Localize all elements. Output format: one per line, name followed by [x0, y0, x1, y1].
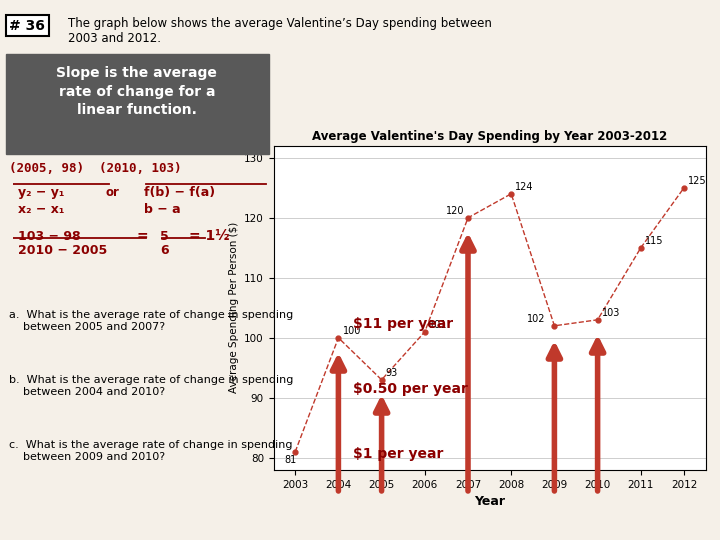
Text: 81: 81 — [284, 455, 297, 465]
Text: $11 per year: $11 per year — [353, 317, 453, 331]
Text: $1 per year: $1 per year — [353, 447, 444, 461]
Text: =: = — [137, 230, 148, 244]
Text: 93: 93 — [386, 368, 398, 377]
Text: 103: 103 — [602, 308, 620, 318]
Text: 6: 6 — [160, 244, 168, 257]
Text: 101: 101 — [429, 320, 447, 329]
Text: 120: 120 — [446, 206, 464, 215]
Text: a.  What is the average rate of change in spending
    between 2005 and 2007?: a. What is the average rate of change in… — [9, 310, 294, 332]
Text: The graph below shows the average Valentine’s Day spending between
2003 and 2012: The graph below shows the average Valent… — [68, 17, 492, 45]
Text: c.  What is the average rate of change in spending
    between 2009 and 2010?: c. What is the average rate of change in… — [9, 440, 293, 462]
Title: Average Valentine's Day Spending by Year 2003-2012: Average Valentine's Day Spending by Year… — [312, 130, 667, 143]
Text: b.  What is the average rate of change in spending
    between 2004 and 2010?: b. What is the average rate of change in… — [9, 375, 294, 397]
Text: 102: 102 — [526, 314, 545, 323]
Text: 125: 125 — [688, 176, 707, 186]
X-axis label: Year: Year — [474, 495, 505, 508]
Text: x₂ − x₁: x₂ − x₁ — [18, 203, 64, 216]
Text: 124: 124 — [516, 181, 534, 192]
Text: $0.50 per year: $0.50 per year — [353, 382, 468, 396]
Text: 100: 100 — [343, 326, 361, 336]
Text: or: or — [106, 186, 120, 199]
Text: # 36: # 36 — [9, 19, 45, 33]
Text: 115: 115 — [645, 235, 663, 246]
Text: 5: 5 — [160, 230, 168, 242]
Text: 103 − 98: 103 − 98 — [18, 230, 81, 242]
Text: 2010 − 2005: 2010 − 2005 — [18, 244, 107, 257]
Text: y₂ − y₁: y₂ − y₁ — [18, 186, 64, 199]
Text: f(b) − f(a): f(b) − f(a) — [144, 186, 215, 199]
Text: Slope is the average
rate of change for a
linear function.: Slope is the average rate of change for … — [56, 66, 217, 117]
Text: (2005, 98)  (2010, 103): (2005, 98) (2010, 103) — [9, 162, 182, 175]
Text: = 1½: = 1½ — [189, 230, 230, 244]
Y-axis label: Average Spending Per Person ($): Average Spending Per Person ($) — [228, 222, 238, 394]
Text: b − a: b − a — [144, 203, 181, 216]
